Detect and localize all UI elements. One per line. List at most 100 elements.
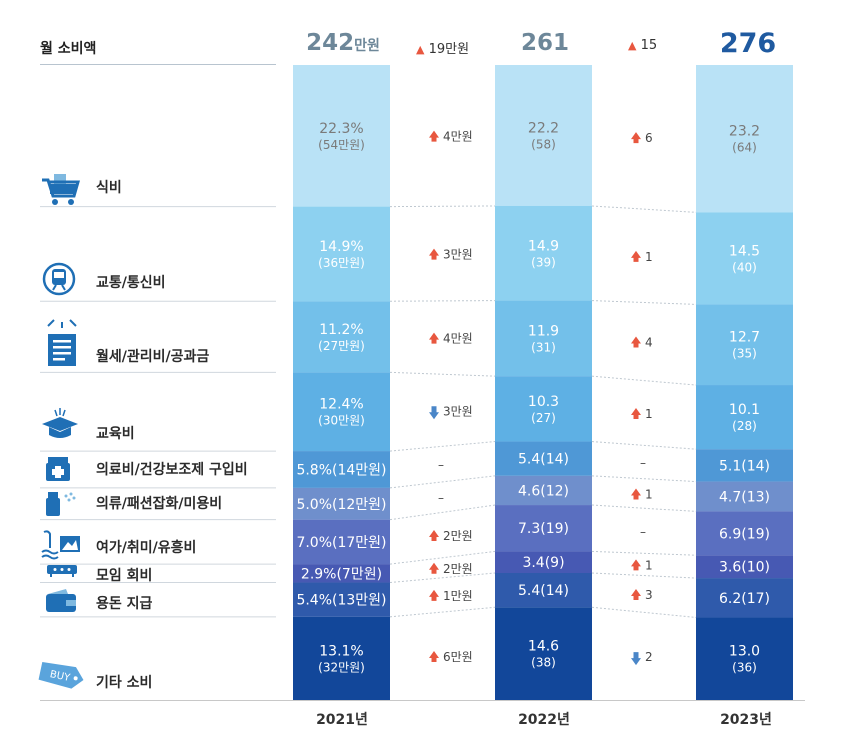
category-label-meetings: 모임 회비	[96, 568, 153, 584]
bar-value-label: (36)	[732, 661, 757, 675]
bar-segment	[293, 65, 390, 207]
bar-segment	[293, 519, 390, 565]
year-label-2021: 2021년	[316, 712, 368, 728]
bar-value-label: 14.5	[729, 243, 760, 259]
change-label: 2만원	[443, 562, 473, 576]
bar-value-label: 5.8%(14만원)	[296, 462, 386, 478]
bar-segment	[696, 578, 793, 618]
medicine-icon	[46, 457, 70, 481]
bar-value-label: 5.1(14)	[719, 458, 770, 474]
bill-icon	[47, 319, 77, 366]
bar-value-label: 14.9%	[319, 239, 363, 255]
bar-value-label: (27)	[531, 411, 556, 425]
bar-value-label: (35)	[732, 347, 757, 361]
up-arrow-icon	[631, 559, 641, 571]
bar-value-label: 5.4%(13만원)	[296, 593, 386, 609]
bar-value-label: (27만원)	[318, 339, 365, 353]
change-label: 3	[645, 588, 653, 602]
bar-segment	[495, 551, 592, 573]
change-label: –	[640, 525, 646, 539]
bar-segment	[495, 300, 592, 377]
bar-value-label: 12.7	[729, 330, 760, 346]
bar-value-label: 6.2(17)	[719, 591, 770, 607]
bar-value-label: 10.1	[729, 402, 760, 418]
bar-value-label: 13.1%	[319, 643, 363, 659]
change-label: 6만원	[443, 650, 473, 664]
bar-segment	[696, 555, 793, 579]
year-label-2022: 2022년	[518, 712, 570, 728]
connector-line	[389, 504, 496, 521]
change-label: 4만원	[443, 130, 473, 144]
bar-value-label: 23.2	[729, 124, 760, 140]
bar-value-label: 13.0	[729, 644, 760, 660]
connector-line	[591, 550, 697, 556]
change-label: 1	[645, 558, 653, 572]
bar-segment	[696, 449, 793, 482]
bar-value-label: 3.4(9)	[522, 555, 564, 571]
bar-segment	[495, 205, 592, 301]
bar-value-label: (39)	[531, 255, 556, 269]
bar-segment	[293, 301, 390, 373]
connector-line	[591, 572, 697, 579]
category-label-food: 식비	[96, 180, 122, 196]
up-arrow-icon	[631, 488, 641, 500]
connector-line	[389, 550, 496, 565]
connector-line	[389, 606, 496, 618]
category-label-transport: 교통/통신비	[96, 275, 166, 291]
shopping-cart-icon	[42, 174, 80, 205]
bar-value-label: (28)	[732, 419, 757, 433]
change-label: 1	[645, 487, 653, 501]
total-2022: 261	[485, 30, 605, 56]
change-label: 1만원	[443, 589, 473, 603]
up-arrow-icon	[631, 407, 641, 419]
category-label-clothing: 의류/패션잡화/미용비	[96, 496, 223, 512]
bar-value-label: 11.2%	[319, 322, 363, 338]
connector-line	[389, 475, 496, 489]
up-arrow-icon	[429, 332, 439, 344]
change-label: 4	[645, 336, 653, 350]
bar-value-label: 5.0%(12만원)	[296, 497, 386, 513]
bar-segment	[293, 564, 390, 583]
bar-segment	[696, 65, 793, 213]
up-arrow-icon: ▲	[416, 43, 425, 56]
bar-value-label: 10.3	[528, 394, 559, 410]
change-label: 1	[645, 250, 653, 264]
bar-segment	[293, 206, 390, 302]
category-label-medical: 의료비/건강보조제 구입비	[96, 462, 248, 478]
connector-line	[591, 475, 697, 483]
bar-segment	[696, 385, 793, 450]
meeting-icon	[47, 565, 77, 577]
connector-line	[591, 205, 697, 213]
bar-value-label: (32만원)	[318, 660, 365, 674]
bar-value-label: 11.9	[528, 323, 559, 339]
total-2021-unit: 만원	[354, 38, 380, 54]
connector-line	[591, 441, 697, 450]
bar-value-label: (54만원)	[318, 138, 365, 152]
change-label: 6	[645, 131, 653, 145]
train-icon	[42, 262, 76, 296]
connector-line	[389, 205, 496, 208]
bar-segment	[495, 607, 592, 700]
down-arrow-icon	[429, 406, 439, 420]
bar-value-label: 22.2	[528, 120, 559, 136]
bar-segment	[293, 582, 390, 617]
bar-segment	[696, 481, 793, 512]
up-arrow-icon	[429, 651, 439, 663]
change-label: –	[438, 458, 444, 472]
bar-segment	[696, 304, 793, 386]
change-label: 2만원	[443, 529, 473, 543]
down-arrow-icon	[631, 652, 641, 666]
bar-value-label: 14.6	[528, 639, 559, 655]
bar-segment	[495, 65, 592, 206]
bar-segment	[495, 441, 592, 476]
year-label-2023: 2023년	[720, 712, 772, 728]
up-arrow-icon	[429, 562, 439, 574]
connector-line	[389, 441, 496, 452]
bar-value-label: 4.6(12)	[518, 483, 569, 499]
connector-line	[389, 300, 496, 302]
bar-segment	[696, 212, 793, 305]
bar-segment	[495, 505, 592, 552]
change-label: 1	[645, 407, 653, 421]
change-label: 2	[645, 650, 653, 664]
